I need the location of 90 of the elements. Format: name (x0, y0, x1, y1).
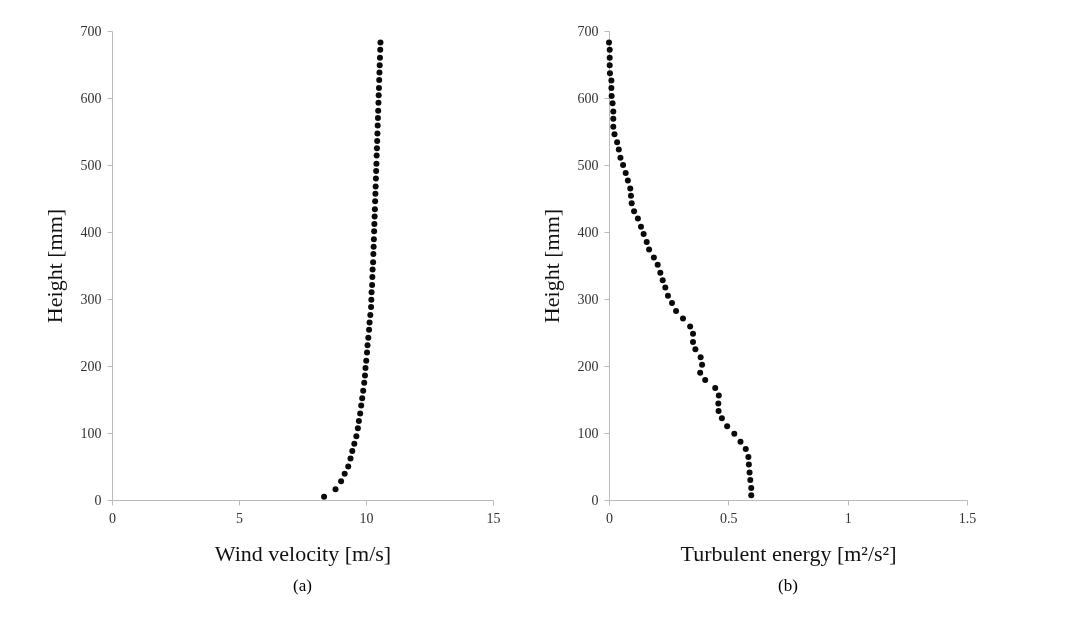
point (731, 430, 738, 437)
point (617, 154, 624, 161)
y-tick-label: 300 (577, 291, 599, 307)
x-tick-label: 5 (236, 510, 243, 526)
point (609, 100, 616, 107)
point (628, 200, 635, 207)
point (699, 361, 706, 368)
point (724, 423, 731, 430)
x-tick-label: 1 (844, 510, 852, 526)
point (643, 239, 650, 246)
point (606, 54, 613, 61)
point (624, 177, 631, 184)
point (697, 354, 704, 361)
y-tick-label: 500 (577, 157, 599, 173)
point (606, 39, 612, 46)
point (679, 315, 686, 322)
y-tick-label: 500 (80, 157, 102, 173)
point (608, 77, 615, 84)
point (746, 469, 753, 476)
y-tick-label: 0 (94, 492, 102, 508)
y-tick-label: 400 (577, 224, 599, 240)
point (608, 84, 615, 91)
x-tick-label: 15 (486, 510, 501, 526)
y-axis-title: Height [mm] (538, 208, 564, 324)
point (742, 446, 749, 453)
point (664, 292, 671, 299)
point (637, 223, 644, 230)
point (650, 254, 657, 261)
point (654, 261, 661, 268)
y-tick-label: 300 (80, 291, 102, 307)
y-tick-label: 600 (80, 90, 102, 106)
point (718, 415, 725, 422)
point (662, 284, 669, 291)
point (606, 70, 613, 77)
point (615, 146, 622, 153)
y-tick-label: 700 (80, 23, 102, 39)
point (611, 131, 618, 138)
point (620, 162, 627, 168)
point (748, 492, 755, 499)
point (610, 108, 617, 115)
point (690, 330, 697, 337)
point (640, 231, 647, 237)
point (687, 323, 694, 330)
x-tick-label: 1.5 (958, 510, 977, 526)
point (631, 208, 638, 215)
text: (b) (778, 576, 798, 595)
y-tick-label: 600 (577, 90, 599, 106)
y-axis-title: Height [mm] (41, 208, 67, 324)
point (715, 392, 722, 399)
text: (a) (293, 576, 312, 595)
x-axis-title: Turbulent energy [m²/s²] (680, 540, 897, 566)
point (622, 170, 629, 177)
y-tick-label: 100 (577, 425, 599, 441)
point (634, 215, 641, 222)
point (712, 385, 719, 392)
point (606, 46, 613, 53)
point (690, 338, 697, 345)
point (669, 300, 676, 307)
point (606, 62, 613, 69)
point (627, 185, 634, 192)
point (608, 93, 615, 99)
y-tick-label: 700 (577, 23, 599, 39)
y-tick-label: 400 (80, 224, 102, 240)
x-tick-label: 0.5 (720, 510, 738, 526)
point (697, 369, 704, 376)
point (715, 400, 722, 407)
point (657, 269, 664, 276)
y-tick-label: 100 (80, 425, 102, 441)
point (715, 407, 722, 414)
y-tick-label: 200 (80, 358, 102, 374)
point (692, 346, 699, 353)
point (745, 454, 752, 461)
point (745, 461, 752, 468)
point (747, 476, 754, 483)
point (610, 115, 617, 122)
point (659, 277, 666, 284)
x-tick-label: 0 (606, 510, 613, 526)
point (673, 308, 680, 315)
x-tick-label: 0 (109, 510, 116, 526)
point (610, 123, 617, 130)
point (702, 377, 709, 384)
point (646, 246, 653, 253)
point (748, 484, 755, 491)
point (737, 438, 744, 445)
point (614, 139, 621, 146)
point (627, 192, 634, 199)
x-tick-label: 10 (359, 510, 374, 526)
x-axis-title: Wind velocity [m/s] (214, 540, 392, 566)
y-tick-label: 0 (591, 492, 599, 508)
y-tick-label: 200 (577, 358, 599, 374)
